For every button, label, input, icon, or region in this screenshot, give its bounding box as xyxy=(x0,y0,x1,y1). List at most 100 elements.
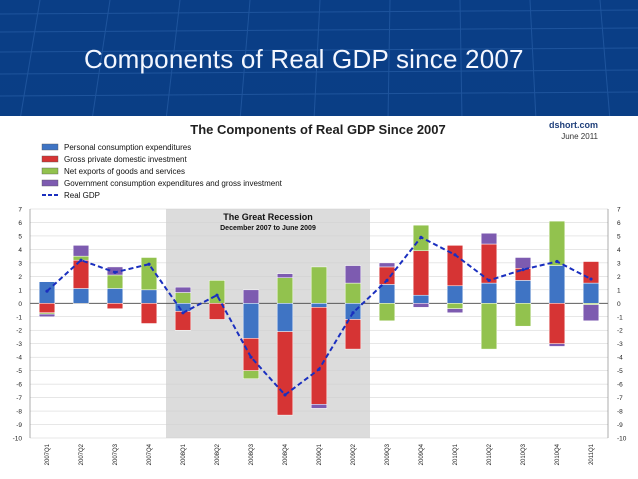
bar-1-2010-Q2 xyxy=(480,282,498,304)
chart-panel: The Components of Real GDP Since 2007 ds… xyxy=(0,116,638,479)
bar-4-2008-Q3 xyxy=(242,289,260,304)
bar-1-2010-Q4 xyxy=(548,265,566,304)
bar-3-2008-Q2 xyxy=(208,280,226,304)
legend-swatch-3 xyxy=(41,167,59,175)
x-tick-label: 2007Q4 xyxy=(147,443,153,465)
y-tick-right: 1 xyxy=(617,287,621,294)
real-gdp-point-2007-Q1 xyxy=(45,289,49,293)
x-tick-label: 2008Q4 xyxy=(283,443,289,465)
legend-swatch-2 xyxy=(41,155,59,163)
y-tick-left: -9 xyxy=(16,422,22,429)
real-gdp-point-2008-Q2 xyxy=(215,293,219,297)
real-gdp-point-2007-Q2 xyxy=(79,258,83,262)
chart-date: June 2011 xyxy=(561,132,598,141)
x-tick-label: 2009Q2 xyxy=(351,443,357,465)
y-tick-left: 4 xyxy=(18,247,22,254)
y-tick-left: -2 xyxy=(16,328,22,335)
chart-legend: Personal consumption expenditures Gross p… xyxy=(41,143,283,200)
real-gdp-point-2009-Q2 xyxy=(351,311,355,315)
bar-1-2009-Q1 xyxy=(310,303,328,308)
real-gdp-point-2007-Q3 xyxy=(113,270,117,274)
bar-3-2008-Q3 xyxy=(242,370,260,379)
bar-4-2008-Q1 xyxy=(174,286,192,293)
bar-4-2009-Q4 xyxy=(412,303,430,308)
y-tick-left: -1 xyxy=(16,314,22,321)
y-tick-left: -4 xyxy=(16,355,22,362)
x-tick-label: 2009Q4 xyxy=(419,443,425,465)
bar-2-2010-Q4 xyxy=(548,303,566,344)
recession-label-subtitle: December 2007 to June 2009 xyxy=(220,225,316,232)
y-tick-right: -7 xyxy=(617,395,623,402)
bar-1-2008-Q4 xyxy=(276,303,294,332)
real-gdp-point-2011-Q1 xyxy=(589,277,593,281)
real-gdp-point-2007-Q4 xyxy=(147,262,151,266)
y-tick-right: -6 xyxy=(617,382,623,389)
y-tick-left: 1 xyxy=(18,287,22,294)
bar-3-2010-Q2 xyxy=(480,303,498,350)
bar-2-2007-Q2 xyxy=(72,259,90,289)
y-tick-right: -4 xyxy=(617,355,623,362)
y-tick-right: -3 xyxy=(617,341,623,348)
x-tick-label: 2008Q3 xyxy=(249,443,255,465)
chart-plot-area: The Great Recession December 2007 to June… xyxy=(13,207,627,466)
bar-4-2009-Q2 xyxy=(344,265,362,284)
x-tick-label: 2010Q1 xyxy=(453,443,459,465)
y-tick-right: 7 xyxy=(617,207,621,214)
bar-3-2010-Q4 xyxy=(548,220,566,266)
background-grid-pattern xyxy=(0,0,638,120)
bar-2-2007-Q3 xyxy=(106,303,124,309)
y-tick-left: -7 xyxy=(16,395,22,402)
bar-4-2011-Q1 xyxy=(582,304,600,322)
bar-3-2007-Q4 xyxy=(140,257,158,291)
x-tick-label: 2010Q2 xyxy=(487,443,493,465)
x-tick-label: 2010Q4 xyxy=(555,443,561,465)
bar-2-2009-Q1 xyxy=(310,307,328,405)
x-tick-label: 2008Q1 xyxy=(181,443,187,465)
bar-1-2009-Q4 xyxy=(412,294,430,304)
bar-4-2010-Q1 xyxy=(446,308,464,313)
bar-3-2010-Q1 xyxy=(446,303,464,309)
y-tick-right: 0 xyxy=(617,301,621,308)
bar-3-2010-Q3 xyxy=(514,303,532,327)
legend-label-real-gdp: Real GDP xyxy=(64,191,100,200)
x-tick-label: 2009Q3 xyxy=(385,443,391,465)
y-tick-right: -9 xyxy=(617,422,623,429)
y-tick-right: 3 xyxy=(617,260,621,267)
real-gdp-point-2009-Q4 xyxy=(419,235,423,239)
legend-label-2: Gross private domestic investment xyxy=(64,155,187,164)
real-gdp-point-2010-Q2 xyxy=(487,278,491,282)
y-tick-left: 6 xyxy=(18,220,22,227)
bar-3-2008-Q1 xyxy=(174,292,192,304)
real-gdp-point-2010-Q4 xyxy=(555,259,559,264)
recession-label-title: The Great Recession xyxy=(223,212,313,222)
bar-3-2009-Q2 xyxy=(344,282,362,304)
y-tick-left: 7 xyxy=(18,207,22,214)
x-tick-label: 2007Q3 xyxy=(113,443,119,465)
bar-1-2008-Q3 xyxy=(242,303,260,339)
x-tick-label: 2010Q3 xyxy=(521,443,527,465)
bar-2-2008-Q4 xyxy=(276,331,294,416)
y-tick-right: -8 xyxy=(617,409,623,416)
real-gdp-point-2008-Q3 xyxy=(249,355,253,359)
y-tick-left: 0 xyxy=(18,301,22,308)
real-gdp-point-2008-Q1 xyxy=(181,311,185,315)
y-tick-right: -5 xyxy=(617,368,623,375)
y-tick-right: 5 xyxy=(617,233,621,240)
bar-2-2009-Q2 xyxy=(344,319,362,350)
bar-1-2011-Q1 xyxy=(582,282,600,304)
real-gdp-point-2009-Q3 xyxy=(385,278,389,282)
y-tick-left: -8 xyxy=(16,409,22,416)
x-tick-label: 2007Q2 xyxy=(79,443,85,465)
y-tick-left: -6 xyxy=(16,382,22,389)
bar-3-2009-Q1 xyxy=(310,266,328,304)
real-gdp-point-2010-Q1 xyxy=(453,253,457,257)
legend-label-3: Net exports of goods and services xyxy=(64,167,185,176)
y-tick-right: -2 xyxy=(617,328,623,335)
bar-4-2007-Q1 xyxy=(38,313,56,318)
y-tick-left: 5 xyxy=(18,233,22,240)
chart-title: The Components of Real GDP Since 2007 xyxy=(190,122,446,137)
bar-4-2010-Q2 xyxy=(480,232,498,245)
bar-4-2009-Q1 xyxy=(310,404,328,409)
bar-3-2008-Q4 xyxy=(276,277,294,304)
legend-label-1: Personal consumption expenditures xyxy=(64,143,191,152)
